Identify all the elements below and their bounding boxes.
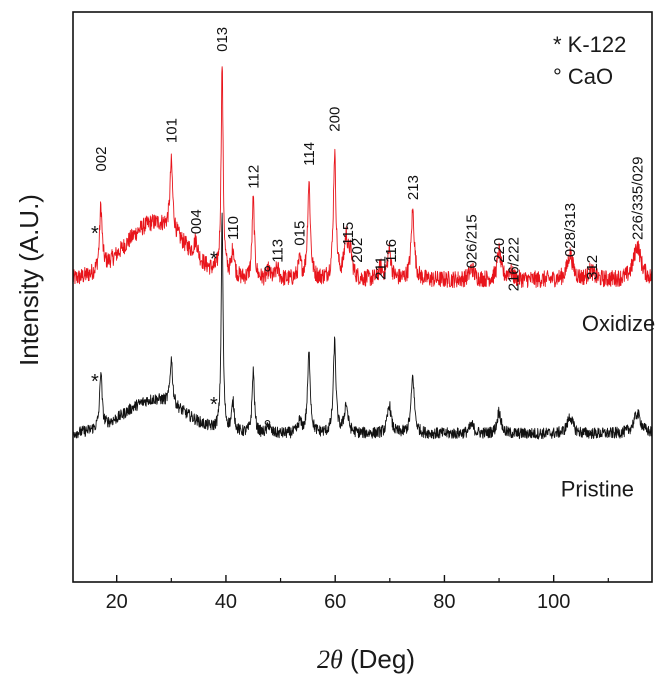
peak-label: 216/222 bbox=[505, 237, 522, 291]
peak-label: 002 bbox=[93, 147, 110, 172]
peak-label: 004 bbox=[188, 209, 205, 234]
peak-label: 026/215 bbox=[464, 214, 481, 268]
peak-label: 116 bbox=[383, 239, 400, 263]
peak-label: 015 bbox=[292, 221, 309, 246]
k122-marker: * bbox=[210, 394, 218, 416]
peak-label: 112 bbox=[245, 165, 262, 189]
x-tick-label: 20 bbox=[106, 591, 128, 613]
series-line-oxidized bbox=[73, 66, 652, 289]
x-axis-ticks: 20 40 60 80 100 bbox=[106, 575, 609, 613]
peak-label: 211 bbox=[373, 256, 390, 280]
k122-marker: * bbox=[91, 371, 99, 393]
peak-label: 200 bbox=[327, 107, 344, 132]
peak-label: 115 bbox=[340, 222, 357, 246]
peak-label: 114 bbox=[301, 142, 318, 166]
cao-marker: ° bbox=[263, 417, 271, 439]
legend: * K-122 ° CaO bbox=[553, 32, 626, 89]
peak-label: 226/335/029 bbox=[629, 157, 646, 240]
x-tick-label: 100 bbox=[537, 591, 570, 613]
series-label-pristine: Pristine bbox=[561, 477, 634, 502]
x-tick-label: 60 bbox=[324, 591, 346, 613]
k122-marker: * bbox=[210, 249, 218, 271]
peak-label: 202 bbox=[349, 238, 366, 263]
x-axis-title-unit: (Deg) bbox=[343, 644, 415, 674]
k122-marker: * bbox=[91, 223, 99, 245]
legend-entry: * K-122 bbox=[553, 32, 626, 57]
peak-label: 013 bbox=[214, 27, 231, 52]
peak-label: 312 bbox=[584, 255, 601, 280]
peak-label: 113 bbox=[269, 239, 286, 263]
peak-label: 213 bbox=[405, 175, 422, 200]
legend-entry: ° CaO bbox=[553, 64, 613, 89]
plot-frame bbox=[72, 11, 653, 583]
y-axis-title: Intensity (A.U.) bbox=[14, 194, 44, 366]
peak-label: 101 bbox=[163, 118, 180, 143]
series-line-pristine bbox=[73, 212, 652, 440]
cao-marker: ° bbox=[263, 263, 271, 285]
x-axis-title: 2θ (Deg) bbox=[317, 644, 415, 674]
peak-label: 110 bbox=[225, 216, 242, 240]
x-tick-label: 40 bbox=[215, 591, 237, 613]
peak-label: 028/313 bbox=[562, 203, 579, 257]
x-axis-title-symbol: 2θ bbox=[317, 645, 343, 674]
peak-label: 220 bbox=[491, 238, 508, 263]
series-label-oxidized: Oxidized bbox=[582, 311, 655, 336]
x-tick-label: 80 bbox=[433, 591, 455, 613]
